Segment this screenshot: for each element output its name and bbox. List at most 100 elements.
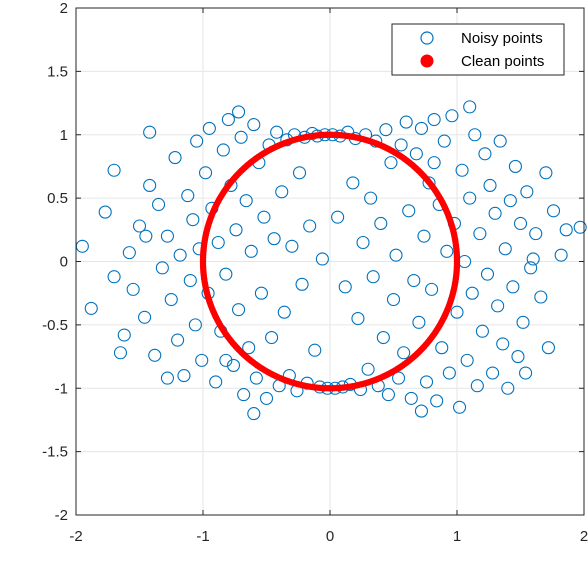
noisy-point bbox=[292, 166, 307, 180]
noisy-point bbox=[173, 248, 187, 262]
noisy-point bbox=[468, 128, 482, 142]
noisy-point bbox=[198, 166, 213, 180]
noisy-point bbox=[188, 318, 202, 332]
noisy-point bbox=[425, 282, 439, 296]
legend-noisy-marker bbox=[420, 31, 434, 45]
noisy-point bbox=[139, 229, 153, 243]
noisy-point bbox=[491, 299, 505, 313]
noisy-point bbox=[394, 138, 408, 152]
noisy-point bbox=[419, 375, 434, 389]
noisy-point bbox=[376, 330, 390, 345]
noisy-point bbox=[122, 246, 136, 260]
noisy-point bbox=[351, 311, 365, 326]
clean-points-series bbox=[199, 131, 461, 392]
grid bbox=[75, 7, 585, 516]
noisy-point bbox=[397, 346, 411, 360]
noisy-point bbox=[366, 270, 380, 284]
noisy-point bbox=[242, 341, 256, 355]
noisy-point bbox=[84, 301, 98, 315]
noisy-point bbox=[475, 324, 489, 338]
noisy-point bbox=[138, 310, 152, 324]
noisy-point bbox=[440, 244, 454, 258]
y-tick-label: 2 bbox=[60, 0, 68, 17]
noisy-point bbox=[506, 280, 520, 294]
noisy-point bbox=[75, 239, 89, 253]
noisy-point bbox=[414, 121, 428, 135]
noisy-point bbox=[404, 391, 418, 405]
x-tick-label: -1 bbox=[196, 528, 209, 545]
noisy-point bbox=[407, 273, 421, 288]
noisy-point bbox=[259, 391, 274, 405]
legend-box bbox=[391, 23, 565, 76]
noisy-point bbox=[361, 362, 375, 376]
noisy-point bbox=[554, 248, 568, 262]
noisy-point bbox=[195, 353, 209, 367]
noisy-point bbox=[402, 204, 416, 218]
noisy-point bbox=[511, 350, 525, 364]
noisy-point bbox=[303, 219, 317, 233]
noisy-point bbox=[483, 178, 497, 192]
noisy-point bbox=[539, 166, 553, 180]
noisy-point bbox=[338, 280, 352, 294]
noisy-point bbox=[409, 147, 423, 161]
noisy-point bbox=[181, 189, 195, 203]
noisy-point bbox=[232, 303, 246, 317]
noisy-point bbox=[183, 273, 197, 288]
noisy-point bbox=[315, 252, 329, 266]
noisy-point bbox=[219, 267, 233, 281]
noisy-point bbox=[374, 216, 388, 231]
clean-point bbox=[453, 260, 461, 267]
noisy-point bbox=[226, 358, 241, 372]
y-tick-label: 0 bbox=[60, 254, 68, 271]
y-axis-ticks: -2 -1.5 -1 -0.5 0 0.5 1 1.5 2 bbox=[42, 0, 584, 524]
noisy-point bbox=[216, 143, 230, 157]
noisy-point bbox=[132, 219, 147, 233]
noisy-point bbox=[384, 156, 398, 170]
noisy-point bbox=[295, 277, 309, 291]
noisy-point bbox=[229, 223, 243, 237]
noisy-point bbox=[285, 239, 299, 253]
noisy-point bbox=[460, 353, 474, 367]
noisy-point bbox=[412, 315, 426, 329]
noisy-point bbox=[435, 341, 449, 355]
noisy-point bbox=[239, 194, 253, 208]
noisy-point bbox=[257, 210, 271, 224]
y-tick-label: -2 bbox=[55, 507, 68, 524]
x-tick-label: 2 bbox=[580, 528, 588, 545]
x-tick-label: 1 bbox=[453, 528, 461, 545]
noisy-point bbox=[232, 105, 246, 119]
noisy-point bbox=[422, 176, 436, 190]
noisy-point bbox=[219, 353, 233, 367]
noisy-point bbox=[430, 394, 444, 408]
noisy-point bbox=[190, 134, 204, 148]
noisy-point bbox=[389, 248, 403, 262]
noisy-point bbox=[356, 235, 370, 250]
noisy-point bbox=[513, 216, 528, 231]
noisy-point bbox=[524, 261, 538, 275]
noisy-point bbox=[520, 185, 534, 199]
noisy-point bbox=[534, 290, 548, 304]
noisy-point bbox=[573, 220, 587, 234]
noisy-point bbox=[455, 163, 469, 177]
noisy-point bbox=[450, 305, 464, 319]
noisy-point bbox=[559, 223, 573, 237]
x-tick-label: -2 bbox=[69, 528, 82, 545]
noisy-point bbox=[277, 305, 291, 319]
y-tick-label: -1.5 bbox=[42, 444, 68, 461]
noisy-point bbox=[160, 371, 174, 385]
noisy-point bbox=[379, 123, 393, 137]
noisy-point bbox=[445, 109, 459, 123]
noisy-point bbox=[452, 400, 467, 414]
noisy-point bbox=[516, 315, 530, 329]
noisy-point bbox=[98, 205, 112, 219]
noisy-point bbox=[386, 292, 401, 307]
noisy-point bbox=[496, 337, 510, 351]
noisy-point bbox=[211, 235, 225, 250]
noisy-point bbox=[437, 134, 451, 148]
noisy-point bbox=[503, 194, 517, 208]
x-axis-ticks: -2 -1 0 1 2 bbox=[69, 8, 588, 545]
noisy-point bbox=[470, 379, 484, 393]
noisy-point bbox=[107, 270, 121, 284]
noisy-point bbox=[152, 197, 166, 212]
